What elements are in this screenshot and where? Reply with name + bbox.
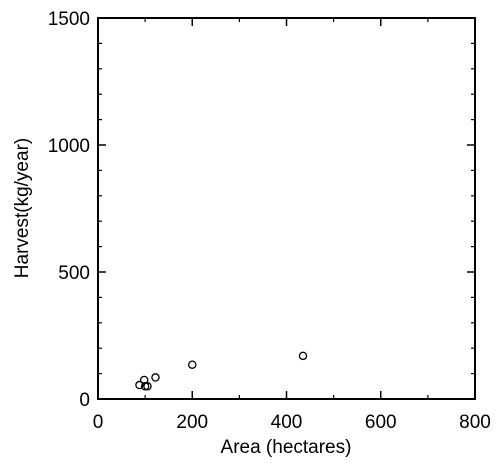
tick-labels: 0 200 400 600 800 0 500 1000 1500	[48, 9, 491, 433]
x-tick-label: 0	[93, 412, 104, 433]
data-point	[151, 373, 160, 382]
x-tick-label: 400	[271, 412, 303, 433]
y-tick-label: 500	[58, 263, 90, 284]
x-tick-label: 800	[459, 412, 491, 433]
y-tick-label: 0	[79, 390, 90, 411]
y-axis-title: Harvest(kg/year)	[12, 138, 33, 278]
plot-frame	[97, 17, 476, 400]
x-tick-label: 600	[365, 412, 397, 433]
x-tick-label: 200	[176, 412, 208, 433]
data-point	[140, 382, 150, 391]
data-point	[139, 375, 149, 385]
data-point	[298, 351, 308, 361]
axis-ticks	[97, 17, 476, 400]
y-tick-label: 1500	[48, 9, 90, 30]
data-point	[143, 382, 152, 391]
x-axis-title: Area (hectares)	[221, 437, 352, 458]
data-points	[135, 351, 308, 391]
y-tick-label: 1000	[48, 136, 90, 157]
data-point	[135, 380, 144, 390]
data-point	[187, 360, 197, 369]
